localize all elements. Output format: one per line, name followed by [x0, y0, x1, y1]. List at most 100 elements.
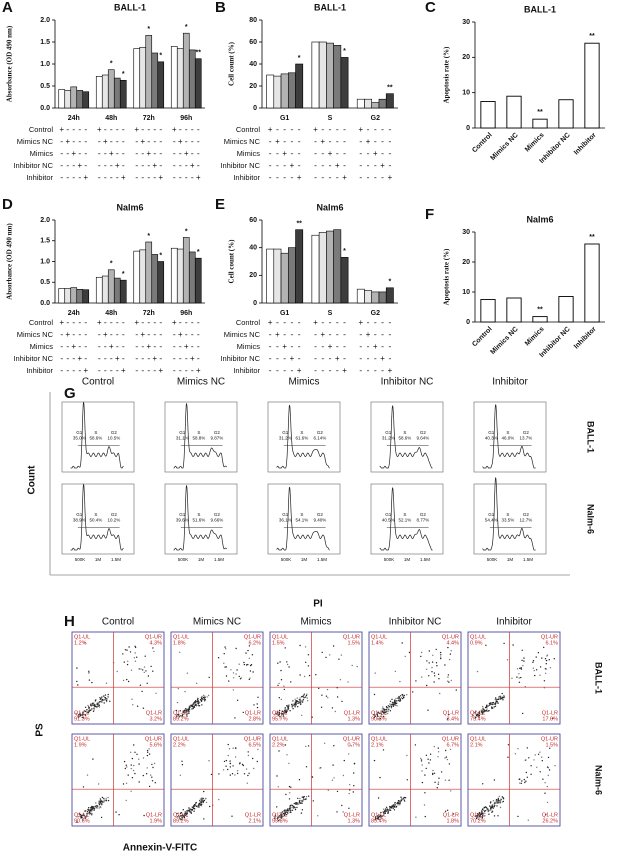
- dot: [185, 710, 188, 712]
- x-tick-label: G1: [280, 115, 289, 122]
- dot: [387, 809, 389, 811]
- dot: [238, 675, 240, 678]
- dot: [544, 782, 546, 784]
- column-label: Inhibitor NC: [389, 617, 442, 628]
- histogram-frame: [370, 401, 444, 473]
- dot: [252, 757, 254, 760]
- significance-label: *: [147, 26, 150, 33]
- quadrant-label: Q1-LL: [74, 710, 89, 716]
- x-tick-label: 1M: [198, 557, 205, 562]
- dot: [146, 754, 149, 757]
- quadrant-label: Q1-UL: [272, 634, 288, 640]
- quadrant-label: Q1-LR: [542, 812, 558, 818]
- treatment-signs: --+--: [134, 343, 164, 352]
- dot: [83, 817, 85, 819]
- dot: [490, 807, 492, 809]
- dot: [146, 749, 149, 752]
- gate-percentage: 58.6%: [89, 436, 102, 441]
- dot: [284, 647, 286, 649]
- x-tick-label: Control: [471, 326, 494, 349]
- dot: [546, 801, 549, 804]
- dot: [389, 805, 391, 808]
- dot: [485, 644, 487, 646]
- gate-label: S: [300, 430, 303, 435]
- dot: [300, 799, 302, 802]
- bar: [480, 101, 496, 129]
- panel-letter: D: [2, 196, 13, 213]
- treatment-signs: -+---: [59, 138, 89, 147]
- dot: [89, 811, 91, 813]
- bar: [378, 291, 387, 304]
- dot: [126, 766, 128, 768]
- dot: [86, 813, 88, 815]
- dot: [356, 665, 358, 668]
- plot-frame: [71, 631, 165, 725]
- dot: [284, 709, 286, 711]
- dot: [200, 805, 203, 807]
- dot: [88, 710, 90, 712]
- dot: [197, 806, 199, 808]
- histogram: [70, 402, 124, 469]
- dot: [297, 797, 299, 799]
- quadrant-label: Q1-LL: [173, 710, 188, 716]
- treatment-label: Inhibitor: [233, 366, 260, 375]
- dot: [186, 672, 189, 674]
- dot: [384, 812, 387, 814]
- dot: [402, 798, 405, 800]
- dot: [86, 814, 88, 817]
- gate-percentage: 50.4%: [89, 518, 102, 523]
- dot: [448, 763, 451, 765]
- dot: [523, 778, 525, 781]
- quadrant-percentage: 89.4%: [371, 818, 387, 824]
- dot: [193, 810, 195, 812]
- dot: [429, 753, 432, 755]
- dot: [392, 705, 395, 707]
- treatment-signs: ----+: [172, 174, 202, 183]
- gate-label: S: [506, 430, 509, 435]
- dot: [497, 815, 499, 817]
- dot: [526, 747, 528, 749]
- dot: [494, 804, 496, 806]
- dot: [297, 701, 299, 703]
- treatment-label: Inhibitor: [26, 366, 53, 375]
- dot: [428, 675, 430, 677]
- quadrant-percentage: 91.3%: [74, 716, 90, 722]
- treatment-signs: +----: [59, 126, 89, 135]
- dot: [546, 655, 548, 657]
- quadrant-label: Q1-UL: [371, 634, 387, 640]
- dot: [478, 714, 480, 717]
- bar: [378, 98, 387, 109]
- y-axis-label: Apoptosis rate (%): [443, 248, 451, 305]
- dot: [440, 771, 443, 773]
- dot: [349, 789, 351, 791]
- bar: [64, 288, 72, 304]
- treatment-signs: --+--: [358, 343, 394, 352]
- dot: [545, 663, 547, 665]
- treatment-signs: -+---: [358, 331, 394, 340]
- dot: [189, 705, 191, 708]
- dot: [496, 701, 499, 703]
- dot: [253, 767, 255, 770]
- bar: [311, 234, 320, 304]
- histogram: [70, 484, 124, 551]
- dot: [400, 697, 403, 699]
- dot: [130, 767, 132, 770]
- treatment-signs: ---+-: [358, 162, 394, 171]
- x-tick-label: 500K: [281, 557, 292, 562]
- dot: [480, 811, 483, 813]
- dot: [133, 657, 136, 659]
- x-tick-label: 1M: [507, 557, 514, 562]
- dot: [341, 804, 343, 807]
- dot: [83, 717, 85, 719]
- dot: [518, 681, 521, 683]
- dot: [325, 695, 328, 697]
- dot: [143, 671, 145, 674]
- dot: [420, 651, 423, 654]
- dot: [488, 704, 491, 706]
- dot: [202, 699, 204, 701]
- quadrant-label: Q1-UR: [541, 634, 558, 640]
- dot: [544, 672, 547, 674]
- dot: [475, 815, 477, 817]
